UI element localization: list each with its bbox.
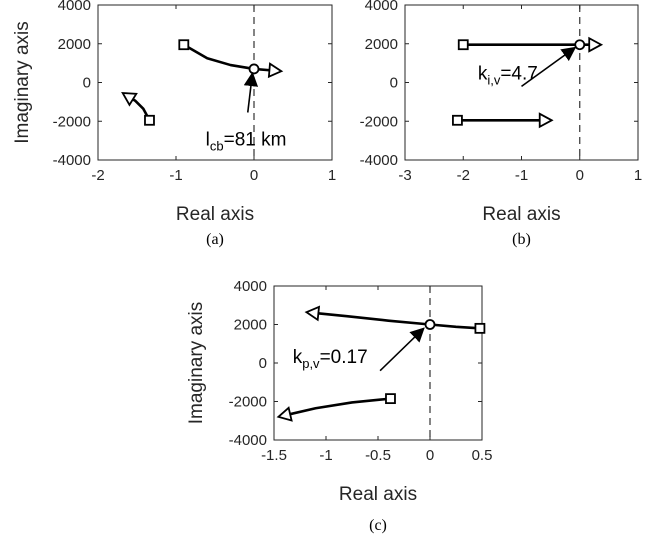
y-tick-label: 2000 bbox=[234, 317, 267, 334]
y-tick-label: 4000 bbox=[58, 0, 91, 14]
end-triangle-marker bbox=[538, 112, 554, 129]
x-tick-label: 0 bbox=[250, 167, 258, 184]
start-square-marker bbox=[474, 322, 486, 334]
x-tick-label: 1 bbox=[634, 167, 642, 184]
y-tick-label: -4000 bbox=[360, 152, 398, 169]
x-axis-label: Real axis bbox=[339, 484, 417, 505]
x-tick-label: -3 bbox=[398, 167, 411, 184]
x-tick-label: -2 bbox=[91, 167, 104, 184]
end-triangle-marker bbox=[304, 305, 321, 322]
x-tick-label: -1.5 bbox=[261, 447, 287, 464]
x-axis-label: Real axis bbox=[482, 204, 560, 225]
chart-a: -2 -1 0 1 4000 2000 0 -2000 -4000 Real axis Imagin… bbox=[12, 0, 336, 248]
plot-frame bbox=[97, 4, 333, 161]
annotation-arrow bbox=[379, 327, 425, 372]
subfigure-caption: (c) bbox=[369, 517, 387, 534]
chart-c: -1.5 -1 -0.5 0 0.5 4000 2000 0 -2000 -4000 Real ax… bbox=[186, 278, 492, 534]
crossing-circle-marker bbox=[424, 319, 436, 330]
y-tick-label: -2000 bbox=[229, 394, 267, 411]
end-triangle-marker bbox=[267, 62, 284, 79]
start-square-marker bbox=[178, 39, 190, 51]
crossing-circle-marker bbox=[248, 63, 260, 75]
y-tick-label: 0 bbox=[390, 75, 398, 92]
y-tick-label: 2000 bbox=[58, 36, 91, 53]
locus-line bbox=[309, 311, 482, 330]
x-tick-label: 0 bbox=[426, 447, 434, 464]
y-tick-label: 2000 bbox=[365, 36, 398, 53]
annotation-label: lcb=81 km bbox=[206, 129, 287, 153]
annotation-arrow bbox=[243, 71, 259, 113]
x-tick-label: -2 bbox=[457, 167, 470, 184]
annotation-arrow bbox=[521, 46, 577, 88]
x-tick-label: -1 bbox=[319, 447, 332, 464]
y-tick-label: 0 bbox=[259, 355, 267, 372]
y-tick-label: -4000 bbox=[229, 432, 267, 449]
chart-b: -3 -2 -1 0 1 4000 2000 0 -2000 -4000 Real axis (b) k… bbox=[360, 0, 643, 248]
y-tick-label: 4000 bbox=[234, 278, 267, 295]
locus-line bbox=[182, 43, 279, 73]
y-tick-label: 0 bbox=[83, 75, 91, 92]
y-tick-label: -2000 bbox=[53, 113, 91, 130]
subfigure-caption: (a) bbox=[206, 231, 224, 248]
x-tick-label: 1 bbox=[328, 167, 336, 184]
x-tick-label: -1 bbox=[169, 167, 182, 184]
x-tick-label: -1 bbox=[515, 167, 528, 184]
x-tick-label: 0 bbox=[576, 167, 584, 184]
y-tick-label: -4000 bbox=[53, 152, 91, 169]
y-axis-label: Imaginary axis bbox=[186, 302, 207, 425]
subfigure-caption: (b) bbox=[512, 231, 531, 248]
y-axis-label: Imaginary axis bbox=[12, 21, 33, 144]
start-square-marker bbox=[452, 114, 463, 126]
end-triangle-marker bbox=[276, 406, 293, 422]
x-axis-label: Real axis bbox=[176, 204, 254, 225]
x-tick-label: 0.5 bbox=[472, 447, 493, 464]
start-square-marker bbox=[457, 39, 469, 51]
annotation-label: ki,v=4.7 bbox=[478, 64, 538, 88]
end-triangle-marker bbox=[121, 91, 138, 107]
y-tick-label: 4000 bbox=[365, 0, 398, 14]
annotation-label: kp,v=0.17 bbox=[293, 347, 368, 371]
start-square-marker bbox=[385, 393, 396, 405]
start-square-marker bbox=[144, 114, 155, 126]
y-tick-label: -2000 bbox=[360, 113, 398, 130]
locus-line bbox=[281, 397, 392, 418]
x-tick-label: -0.5 bbox=[365, 447, 391, 464]
crossing-circle-marker bbox=[574, 39, 586, 51]
end-triangle-marker bbox=[588, 36, 604, 53]
